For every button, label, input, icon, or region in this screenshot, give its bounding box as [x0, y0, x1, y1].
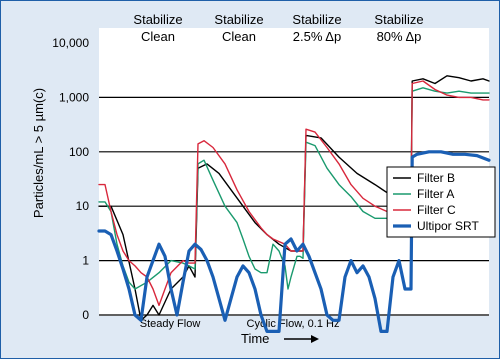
y-tick-label: 0 — [82, 308, 89, 322]
stage-labels: Stabilize Clean Stabilize Clean Stabilize 2.5… — [133, 12, 423, 44]
phase-label: Steady Flow — [140, 318, 201, 330]
y-tick-label: 1 — [82, 254, 89, 268]
stage-label-line2: Clean — [141, 29, 175, 44]
phase-labels: Steady Flow Cyclic Flow, 0.1 Hz — [140, 318, 340, 330]
phase-label: Cyclic Flow, 0.1 Hz — [247, 318, 340, 330]
y-tick-label: 1,000 — [59, 90, 89, 104]
stage-label-line1: Stabilize — [133, 12, 182, 27]
stage-label-line2: 2.5% Δp — [293, 29, 341, 44]
y-tick-label: 100 — [69, 145, 89, 159]
y-axis-title: Particles/mL > 5 µm(c) — [31, 88, 46, 218]
stage-label-line1: Stabilize — [214, 12, 263, 27]
legend-label: Filter C — [417, 203, 456, 217]
series-line-ultipor-srt — [97, 150, 491, 333]
stage-label-line1: Stabilize — [374, 12, 423, 27]
stage-label-line1: Stabilize — [292, 12, 341, 27]
x-axis-title: Time — [241, 331, 269, 346]
legend-label: Filter A — [417, 187, 454, 201]
stage-label-line2: 80% Δp — [377, 29, 422, 44]
legend: Filter B Filter A Filter C Ultipor SRT — [386, 166, 496, 238]
legend-label: Filter B — [417, 171, 455, 185]
stage-label-line2: Clean — [222, 29, 256, 44]
y-tick-label: 10 — [76, 199, 90, 213]
x-axis-arrow-head — [311, 335, 319, 343]
legend-label: Ultipor SRT — [417, 219, 479, 233]
y-tick-label: 10,000 — [52, 36, 89, 50]
